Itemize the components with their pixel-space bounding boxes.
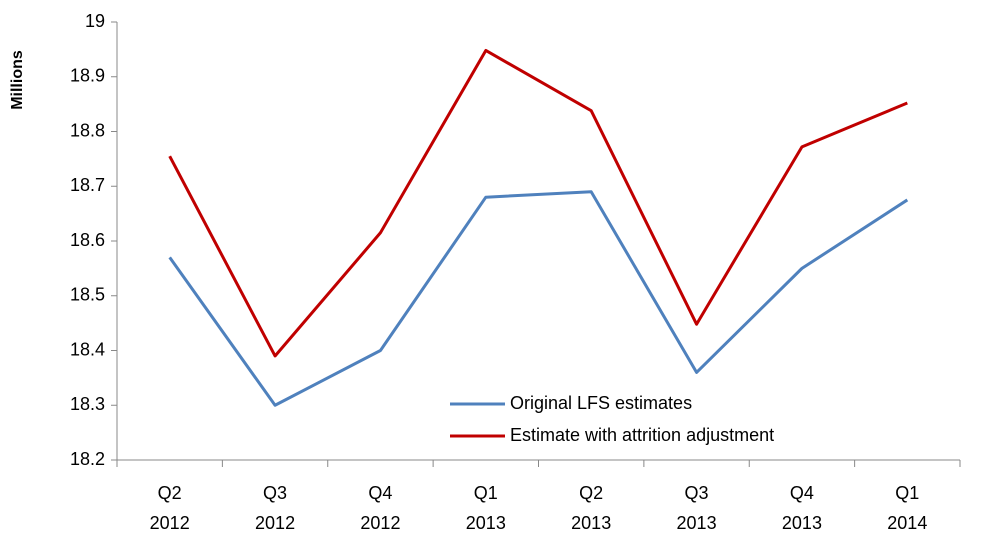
y-tick-label: 18.7: [70, 175, 105, 195]
y-tick-label: 18.3: [70, 394, 105, 414]
y-axis-label: Millions: [9, 50, 26, 110]
x-tick-label: 2014: [887, 513, 927, 533]
x-tick-label: Q1: [895, 483, 919, 503]
y-tick-label: 18.2: [70, 449, 105, 469]
x-tick-label: 2012: [255, 513, 295, 533]
x-tick-label: Q2: [579, 483, 603, 503]
x-tick-label: 2012: [150, 513, 190, 533]
y-tick-label: 18.9: [70, 66, 105, 86]
x-tick-label: Q4: [790, 483, 814, 503]
series-line: [168, 48, 908, 358]
x-tick-label: 2013: [571, 513, 611, 533]
legend-label: Original LFS estimates: [510, 393, 692, 413]
x-tick-label: 2013: [466, 513, 506, 533]
x-tick-label: Q1: [474, 483, 498, 503]
x-tick-label: 2012: [360, 513, 400, 533]
x-tick-label: Q2: [158, 483, 182, 503]
x-tick-label: Q4: [368, 483, 392, 503]
y-tick-label: 18.4: [70, 339, 105, 359]
y-tick-label: 19: [85, 11, 105, 31]
y-tick-label: 18.8: [70, 120, 105, 140]
series-line: [168, 190, 909, 407]
x-tick-label: 2013: [677, 513, 717, 533]
x-tick-label: Q3: [685, 483, 709, 503]
legend-label: Estimate with attrition adjustment: [510, 425, 774, 445]
y-tick-label: 18.6: [70, 230, 105, 250]
y-tick-label: 18.5: [70, 285, 105, 305]
x-tick-label: Q3: [263, 483, 287, 503]
x-tick-label: 2013: [782, 513, 822, 533]
